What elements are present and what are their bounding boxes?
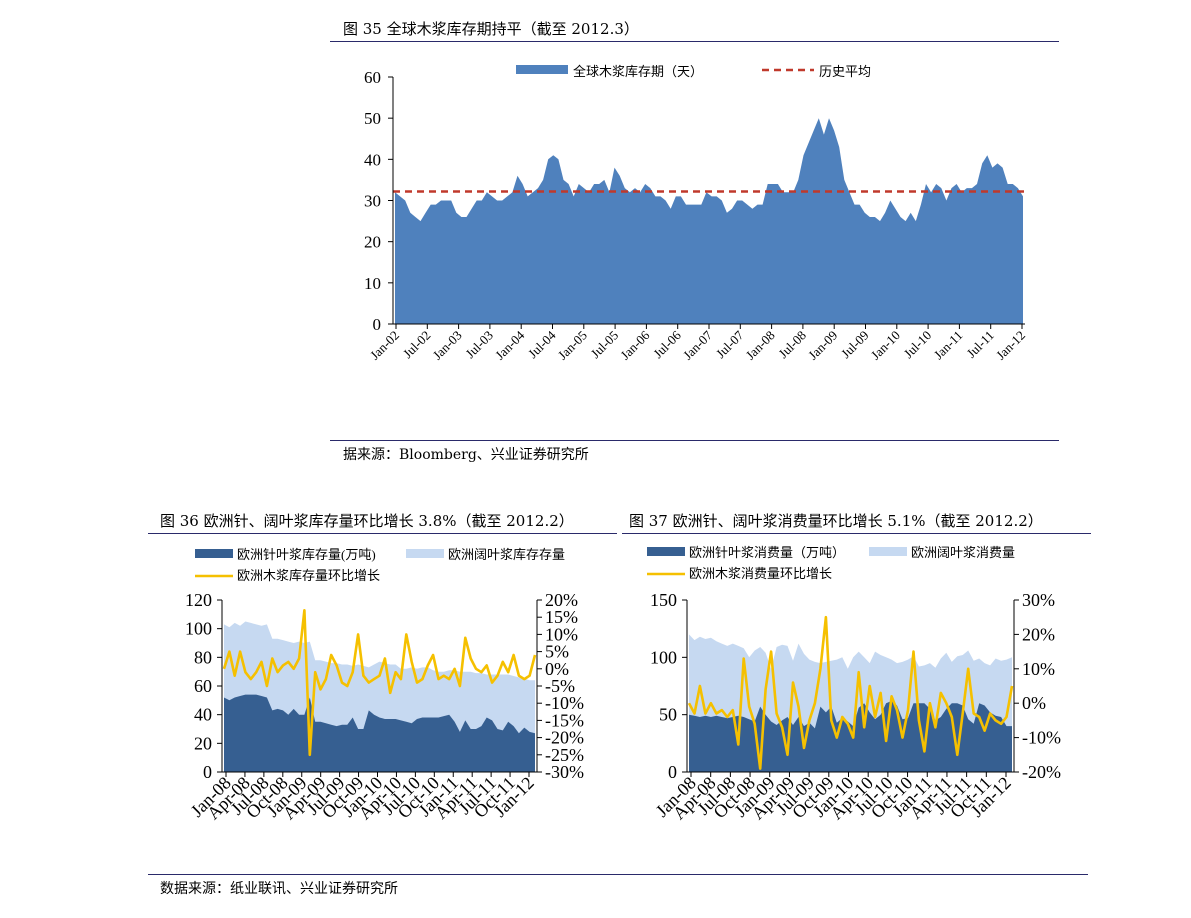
softwood-area <box>689 700 1012 772</box>
left-tick-label: 50 <box>659 705 677 725</box>
left-tick-label: 120 <box>185 590 212 610</box>
right-tick-label: -10% <box>545 693 584 713</box>
softwood-area <box>224 694 535 772</box>
x-tick-label: Jan-11 <box>931 328 966 363</box>
right-tick-label: -30% <box>545 762 584 782</box>
left-tick-label: 100 <box>650 647 677 667</box>
x-tick-label: Jul-07 <box>713 327 747 361</box>
x-tick-label: Jul-04 <box>525 327 559 361</box>
left-tick-label: 0 <box>668 762 677 782</box>
left-tick-label: 60 <box>194 676 212 696</box>
x-tick-label: Jan-03 <box>430 328 465 363</box>
right-tick-label: -15% <box>545 710 584 730</box>
bottom-source-rule <box>148 874 1088 875</box>
y-tick-label: 50 <box>364 109 381 128</box>
left-tick-label: 80 <box>194 647 212 667</box>
chart35-source: 据来源：Bloomberg、兴业证券研究所 <box>343 447 589 463</box>
x-tick-label: Jul-05 <box>588 328 622 362</box>
chart37-title-rule <box>622 533 1091 534</box>
x-tick-label: Jul-09 <box>838 328 872 362</box>
right-tick-label: 10% <box>1022 659 1055 679</box>
legend-swatch-softwood <box>195 549 233 558</box>
x-tick-label: Jul-02 <box>400 328 434 362</box>
y-tick-label: 60 <box>364 68 381 87</box>
x-tick-label: Jan-10 <box>868 328 903 363</box>
right-tick-label: -20% <box>1022 762 1061 782</box>
x-tick-label: Jan-07 <box>680 327 715 362</box>
y-tick-label: 0 <box>373 315 382 334</box>
left-tick-label: 20 <box>194 733 212 753</box>
chart37-title: 图 37 欧洲针、阔叶浆消费量环比增长 5.1%（截至 2012.2） <box>629 512 1043 530</box>
x-tick-label: Jul-03 <box>462 328 496 362</box>
right-tick-label: 10% <box>545 624 578 644</box>
legend-swatch-hardwood <box>869 547 907 556</box>
left-tick-label: 150 <box>650 590 677 610</box>
legend-label-softwood: 欧洲针叶浆消费量（万吨） <box>689 545 845 560</box>
y-tick-label: 30 <box>364 192 381 211</box>
x-tick-label: Jul-10 <box>901 328 935 362</box>
bottom-source: 数据来源：纸业联讯、兴业证券研究所 <box>160 881 398 897</box>
legend-swatch-inventory <box>516 65 568 74</box>
legend-label-growth: 欧洲木浆库存量环比增长 <box>237 568 380 583</box>
right-tick-label: 0% <box>545 659 569 679</box>
right-tick-label: -20% <box>545 728 584 748</box>
right-tick-label: 20% <box>545 590 578 610</box>
y-tick-label: 10 <box>364 274 381 293</box>
legend-label-average: 历史平均 <box>819 64 871 79</box>
left-tick-label: 100 <box>185 619 212 639</box>
y-tick-label: 20 <box>364 233 381 252</box>
x-tick-label: Jan-06 <box>617 327 652 362</box>
right-tick-label: 15% <box>545 607 578 627</box>
x-tick-label: Jan-09 <box>805 328 840 363</box>
x-tick-label: Jan-12 <box>993 328 1028 363</box>
legend-swatch-hardwood <box>406 549 444 558</box>
legend-label-hardwood: 欧洲阔叶浆消费量 <box>911 545 1015 560</box>
right-tick-label: -5% <box>545 676 575 696</box>
legend-label-inventory: 全球木浆库存期（天） <box>573 64 703 79</box>
growth-line <box>222 609 537 757</box>
right-tick-label: 30% <box>1022 590 1055 610</box>
growth-line <box>687 615 1014 770</box>
right-tick-label: 0% <box>1022 693 1046 713</box>
right-tick-label: -10% <box>1022 728 1061 748</box>
inventory-days-area <box>395 118 1023 324</box>
chart35-title-rule <box>330 41 1059 42</box>
x-tick-label: Jul-06 <box>650 327 684 361</box>
x-tick-label: Jul-08 <box>775 328 809 362</box>
x-tick-label: Jan-05 <box>555 328 590 363</box>
right-tick-label: 5% <box>545 642 569 662</box>
x-tick-label: Jan-08 <box>743 328 778 363</box>
right-tick-label: 20% <box>1022 624 1055 644</box>
chart36-title-rule <box>148 533 617 534</box>
x-tick-label: Jul-11 <box>964 328 997 361</box>
y-tick-label: 40 <box>364 150 381 169</box>
chart35-source-rule <box>330 440 1059 441</box>
legend-swatch-softwood <box>647 547 685 556</box>
legend-label-softwood: 欧洲针叶浆库存量(万吨) <box>237 547 376 562</box>
left-tick-label: 40 <box>194 705 212 725</box>
right-tick-label: -25% <box>545 745 584 765</box>
chart35-title: 图 35 全球木浆库存期持平（截至 2012.3） <box>343 20 639 38</box>
x-tick-label: Jan-04 <box>492 327 527 362</box>
left-tick-label: 0 <box>203 762 212 782</box>
legend-label-growth: 欧洲木浆消费量环比增长 <box>689 566 832 581</box>
chart36-title: 图 36 欧洲针、阔叶浆库存量环比增长 3.8%（截至 2012.2） <box>160 512 574 530</box>
legend-label-hardwood: 欧洲阔叶浆库存存量 <box>448 547 565 562</box>
